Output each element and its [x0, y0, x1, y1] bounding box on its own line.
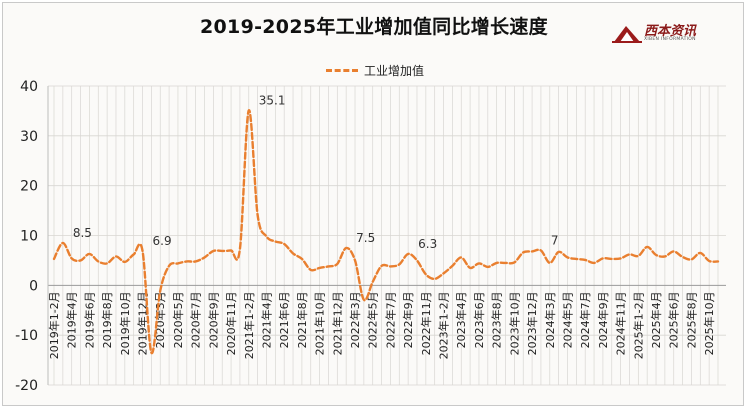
chart-title: 2019-2025年工业增加值同比增长速度	[200, 16, 548, 38]
grid	[48, 85, 726, 386]
x-tick-label: 2019年6月	[82, 291, 96, 348]
x-tick-label: 2022年11月	[419, 291, 433, 355]
series-line-0[interactable]	[52, 109, 720, 354]
legend-label: 工业增加值	[364, 63, 425, 78]
logo-name: 西本资讯	[644, 24, 697, 39]
x-tick-label: 2021年10月	[313, 291, 327, 355]
legend[interactable]: 工业增加值	[326, 62, 424, 78]
x-tick-label: 2022年5月	[366, 291, 380, 348]
data-label: 35.1	[259, 93, 286, 107]
data-label: 7	[551, 233, 559, 247]
y-tick-label: 30	[20, 129, 38, 145]
x-tick-label: 2023年8月	[490, 291, 504, 348]
brand-logo: 西本资讯 XIBEN INFORMATION	[612, 20, 710, 48]
x-tick-label: 2024年11月	[614, 291, 628, 355]
x-tick-label: 2022年9月	[401, 291, 415, 348]
x-tick-label: 2019年12月	[136, 291, 150, 355]
x-tick-label: 2023年10月	[507, 291, 521, 355]
x-tick-label: 2025年4月	[649, 291, 663, 348]
x-tick-label: 2025年1-2月	[631, 291, 645, 359]
legend-swatch	[326, 68, 358, 72]
data-label: 8.5	[73, 226, 92, 240]
data-labels: 8.5 6.9 35.1 7.5 6.3 7	[73, 93, 559, 251]
x-tick-label: 2020年3月	[153, 291, 167, 348]
x-tick-label: 2024年7月	[578, 291, 592, 348]
series-layer	[52, 109, 720, 354]
x-tick-label: 2021年12月	[330, 291, 344, 355]
y-tick-label: 40	[20, 79, 38, 95]
x-tick-label: 2023年4月	[454, 291, 468, 348]
x-tick-label: 2020年7月	[189, 291, 203, 348]
x-tick-label: 2023年6月	[472, 291, 486, 348]
data-label: 6.9	[153, 234, 172, 248]
x-tick-label: 2024年9月	[596, 291, 610, 348]
x-tick-label: 2024年5月	[560, 291, 574, 348]
data-label: 6.3	[418, 237, 437, 251]
x-tick-label: 2019年1-2月	[47, 291, 61, 359]
x-tick-label: 2025年6月	[667, 291, 681, 348]
y-tick-label: -10	[15, 328, 38, 344]
x-tick-label: 2021年1-2月	[242, 291, 256, 359]
x-tick-label: 2020年9月	[206, 291, 220, 348]
x-tick-label: 2023年1-2月	[437, 291, 451, 359]
y-tick-label: 10	[20, 229, 38, 245]
x-tick-label: 2021年8月	[295, 291, 309, 348]
x-tick-label: 2025年8月	[684, 291, 698, 348]
x-tick-label: 2020年5月	[171, 291, 185, 348]
x-tick-label: 2019年8月	[100, 291, 114, 348]
y-tick-label: 20	[20, 179, 38, 195]
x-tick-label: 2023年12月	[525, 291, 539, 355]
x-tick-label: 2025年10月	[702, 291, 716, 355]
x-tick-label: 2021年4月	[259, 291, 273, 348]
x-tick-label: 2022年7月	[383, 291, 397, 348]
logo-mark-icon	[612, 26, 642, 43]
logo-subtitle: XIBEN INFORMATION	[644, 37, 696, 42]
x-tick-label: 2022年3月	[348, 291, 362, 348]
data-label: 7.5	[356, 231, 375, 245]
x-tick-label: 2019年4月	[65, 291, 79, 348]
y-tick-label: 0	[29, 278, 38, 294]
x-tick-label: 2019年10月	[118, 291, 132, 355]
x-tick-label: 2021年6月	[277, 291, 291, 348]
y-tick-label: -20	[15, 378, 38, 394]
x-tick-label: 2020年11月	[224, 291, 238, 355]
axes: -20 -10 0 10 20 30 40 2019年1-2月 2019年4月 2019年6月 20…	[15, 79, 716, 394]
x-tick-label: 2024年3月	[543, 291, 557, 348]
